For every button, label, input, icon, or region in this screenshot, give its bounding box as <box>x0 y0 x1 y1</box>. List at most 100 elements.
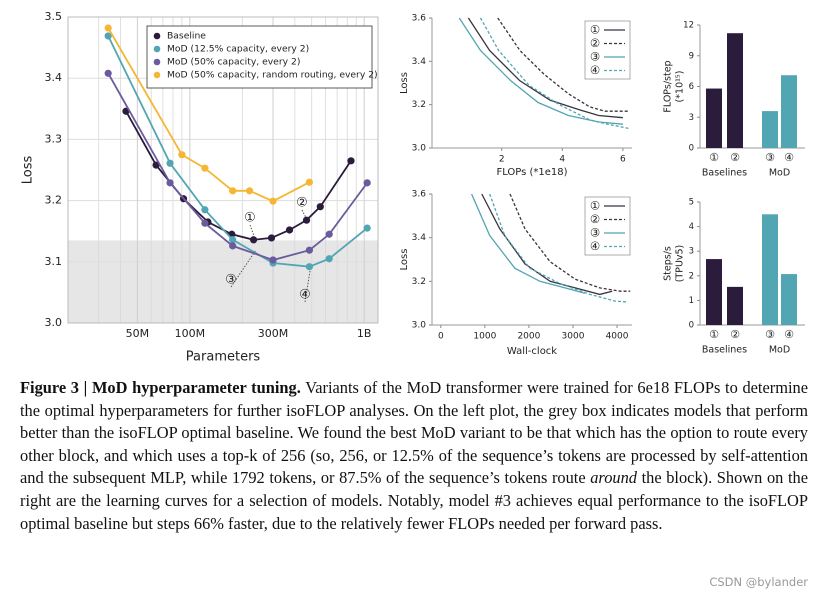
x-tick-label: 6 <box>620 155 626 165</box>
data-point <box>285 226 294 234</box>
figure: 3.0 3.1 3.2 3.3 3.4 3.5 Loss 50M 100M 300M 1B Param… <box>21 10 805 365</box>
x-tick-label: 2 <box>499 155 505 165</box>
y-tick-label: 3.6 <box>412 14 427 24</box>
x-tick-label: 4000 <box>606 332 629 342</box>
data-point <box>267 234 276 242</box>
y-tick-label: 3 <box>689 113 694 123</box>
data-point <box>104 24 112 32</box>
legend-label: ③ <box>590 50 600 64</box>
data-point <box>229 242 237 250</box>
legend-label: ② <box>590 212 600 226</box>
series-line <box>107 72 368 261</box>
bar <box>781 274 797 325</box>
data-point <box>363 179 371 187</box>
x-tick-label: 4 <box>559 155 565 165</box>
y-axis-label: (TPUv5) <box>675 245 686 283</box>
legend-marker <box>153 45 161 53</box>
group-label: Baselines <box>702 168 747 179</box>
data-point <box>305 263 314 271</box>
legend-label: ② <box>590 36 600 50</box>
bar <box>762 111 778 148</box>
x-tick-label: 1B <box>357 327 372 340</box>
data-point <box>269 256 277 264</box>
annotation: ② <box>296 196 308 211</box>
y-tick-label: 0 <box>689 321 694 331</box>
x-axis-label: FLOPs (*1e18) <box>496 167 567 178</box>
data-point <box>325 255 333 263</box>
annotation-line <box>301 209 307 219</box>
data-point <box>178 151 186 159</box>
x-axis-label: Parameters <box>186 350 261 365</box>
bar <box>762 214 778 325</box>
legend-label: MoD (50% capacity, every 2) <box>167 57 300 68</box>
legend-label: Baseline <box>167 31 206 42</box>
bar <box>706 88 722 148</box>
data-point <box>325 230 333 238</box>
series-line <box>481 193 613 296</box>
legend-label: ④ <box>590 63 600 77</box>
data-point <box>104 69 112 77</box>
series-line <box>125 110 352 241</box>
legend-marker <box>153 71 161 79</box>
y-axis-label: Loss <box>21 156 36 185</box>
caption-title: MoD hyperparameter tuning. <box>91 378 301 397</box>
legend-box <box>584 20 631 80</box>
legend-label: ① <box>590 199 600 213</box>
group-label: MoD <box>769 345 790 356</box>
y-tick-label: 3.0 <box>45 316 63 329</box>
caption-text: the block). Shown on the right are the l… <box>20 468 808 533</box>
y-tick-label: 3.1 <box>45 255 63 268</box>
y-tick-label: 3.4 <box>412 57 427 67</box>
data-point <box>166 159 174 167</box>
y-tick-label: 3 <box>689 247 694 257</box>
y-tick-label: 3.2 <box>45 194 63 207</box>
data-point <box>269 197 277 205</box>
legend-label: MoD (12.5% capacity, every 2) <box>167 44 309 55</box>
y-axis-label: FLOPs/step <box>663 60 674 112</box>
data-point <box>104 32 112 40</box>
y-axis-label: Loss <box>399 249 410 271</box>
annotation: ① <box>244 211 256 226</box>
y-axis-label: Loss <box>399 72 410 94</box>
bar <box>706 259 722 325</box>
x-axis-label: Wall-clock <box>507 346 557 357</box>
x-tick-label: 3000 <box>562 332 585 342</box>
y-tick-label: 3.4 <box>412 233 427 243</box>
y-tick-label: 1 <box>689 296 694 306</box>
watermark: CSDN @bylander <box>709 575 808 589</box>
y-tick-label: 3.0 <box>412 144 427 154</box>
y-tick-label: 4 <box>689 222 694 232</box>
series-line <box>479 17 630 130</box>
data-point <box>201 164 209 172</box>
x-tick-label: 1000 <box>473 332 496 342</box>
data-point <box>201 206 209 214</box>
x-tick-label: ④ <box>784 151 794 164</box>
legend-label: ① <box>590 23 600 37</box>
caption-label: Figure 3 | <box>20 378 88 397</box>
caption: Figure 3 | MoD hyperparameter tuning. Va… <box>20 377 808 535</box>
data-point <box>302 216 311 224</box>
data-point <box>166 179 174 187</box>
data-point <box>201 219 209 227</box>
x-tick-label: ② <box>730 151 740 164</box>
bar <box>727 33 743 149</box>
bar <box>727 286 743 325</box>
y-tick-label: 5 <box>689 198 694 208</box>
series-line <box>489 193 629 303</box>
bar <box>781 75 797 148</box>
y-tick-label: 3.4 <box>45 71 63 84</box>
data-point <box>245 187 254 195</box>
legend-label: ④ <box>590 239 600 253</box>
x-tick-label: ③ <box>765 151 775 164</box>
y-axis-label: Steps/s <box>663 246 674 281</box>
y-tick-label: 2 <box>689 271 694 281</box>
caption-italic: around <box>590 468 637 488</box>
data-point <box>305 246 314 254</box>
data-point <box>305 178 314 186</box>
x-tick-label: ② <box>730 328 740 341</box>
series-line <box>467 17 623 119</box>
x-tick-label: 0 <box>438 332 444 342</box>
y-tick-label: 3.5 <box>45 10 63 23</box>
annotation-line <box>304 270 311 303</box>
